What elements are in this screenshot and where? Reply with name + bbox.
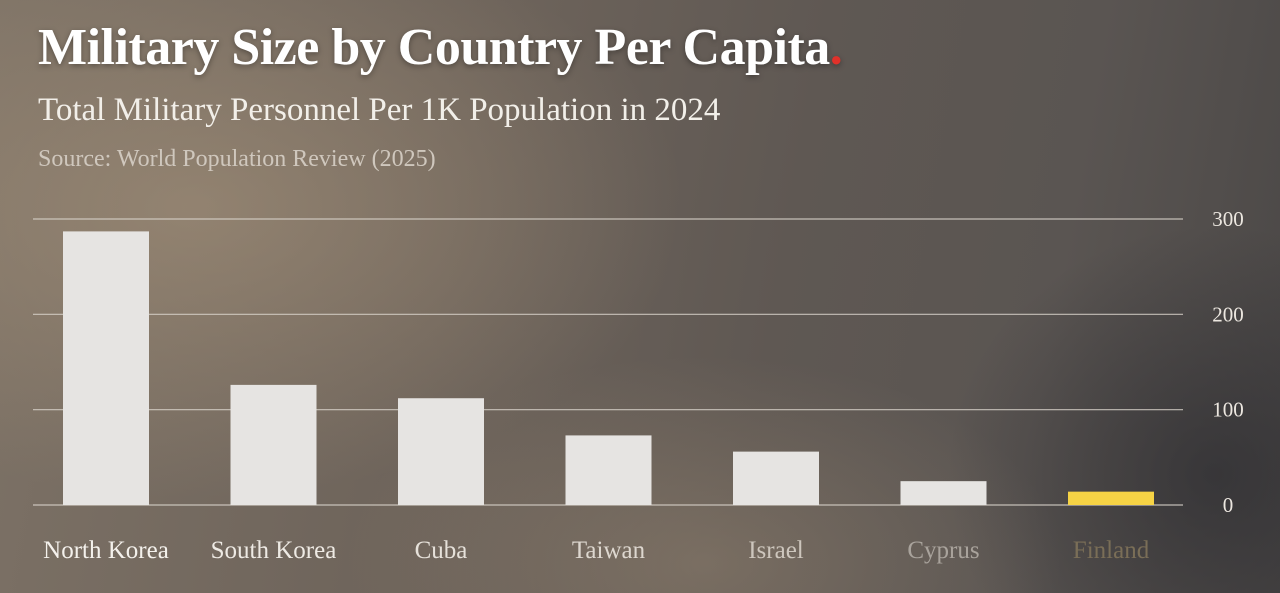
category-label-cyprus: Cyprus: [907, 537, 979, 564]
category-label-taiwan: Taiwan: [572, 537, 646, 564]
bar-finland: [1068, 491, 1154, 505]
chart-title-text: Military Size by Country Per Capita: [38, 19, 830, 76]
bar-cyprus: [900, 481, 987, 505]
category-label-cuba: Cuba: [415, 537, 468, 564]
bar-israel: [733, 451, 819, 505]
chart-source: Source: World Population Review (2025): [38, 146, 436, 172]
category-label-israel: Israel: [748, 537, 804, 564]
chart-subtitle: Total Military Personnel Per 1K Populati…: [38, 92, 721, 128]
y-tick-label-200: 200: [1212, 302, 1244, 326]
bar-south-korea: [230, 384, 317, 505]
bar-cuba: [398, 398, 484, 505]
y-tick-label-100: 100: [1212, 398, 1244, 422]
chart-title: Military Size by Country Per Capita.: [38, 18, 843, 77]
category-label-north-korea: North Korea: [43, 537, 169, 564]
title-accent-dot: .: [829, 19, 843, 76]
category-label-south-korea: South Korea: [211, 537, 337, 564]
y-tick-label-0: 0: [1223, 493, 1234, 517]
category-label-finland: Finland: [1073, 537, 1150, 564]
bar-north-korea: [63, 231, 149, 506]
y-tick-label-300: 300: [1212, 207, 1244, 231]
bar-taiwan: [565, 435, 652, 505]
